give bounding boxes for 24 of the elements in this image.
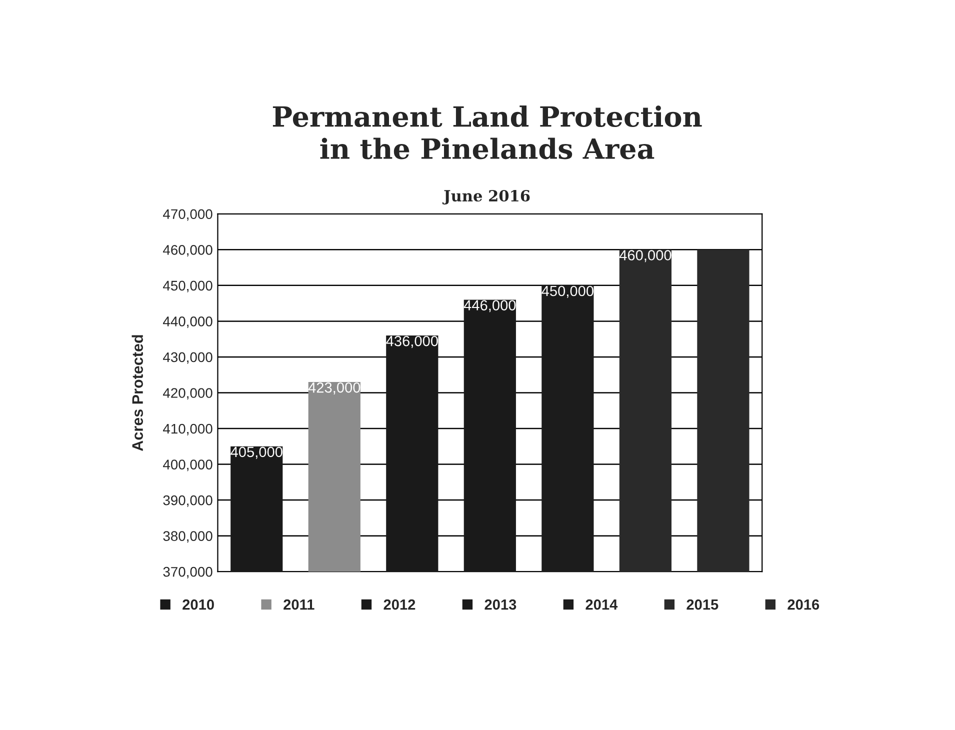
chart-subtitle: June 2016 bbox=[442, 190, 530, 204]
data-label: 405,000 bbox=[230, 446, 282, 459]
y-tick-label: 410,000 bbox=[163, 424, 212, 436]
y-tick-label: 380,000 bbox=[163, 531, 212, 543]
y-tick-label: 370,000 bbox=[163, 566, 212, 578]
legend-label: 2011 bbox=[284, 599, 314, 610]
y-tick-label: 460,000 bbox=[163, 244, 212, 256]
legend-label: 2010 bbox=[182, 599, 214, 610]
data-label: 450,000 bbox=[542, 286, 594, 298]
y-tick-label: 390,000 bbox=[163, 495, 212, 507]
legend-label: 2014 bbox=[586, 599, 618, 610]
legend-label: 2015 bbox=[686, 599, 718, 610]
y-tick-label: 430,000 bbox=[163, 352, 212, 364]
legend-label: 2013 bbox=[484, 599, 516, 610]
y-tick-label: 450,000 bbox=[163, 280, 212, 292]
legend-label: 2012 bbox=[384, 599, 416, 610]
y-tick-label: 400,000 bbox=[163, 460, 212, 472]
y-tick-label: 420,000 bbox=[163, 388, 212, 400]
legend-label: 2016 bbox=[788, 599, 820, 610]
y-tick-label: 440,000 bbox=[163, 316, 212, 328]
y-tick-label: 470,000 bbox=[163, 209, 212, 221]
chart-title: Permanent Land Protection in the Pinelands Area bbox=[272, 106, 702, 160]
y-axis-title: Acres Protected bbox=[132, 335, 143, 451]
data-label: 436,000 bbox=[386, 336, 438, 348]
